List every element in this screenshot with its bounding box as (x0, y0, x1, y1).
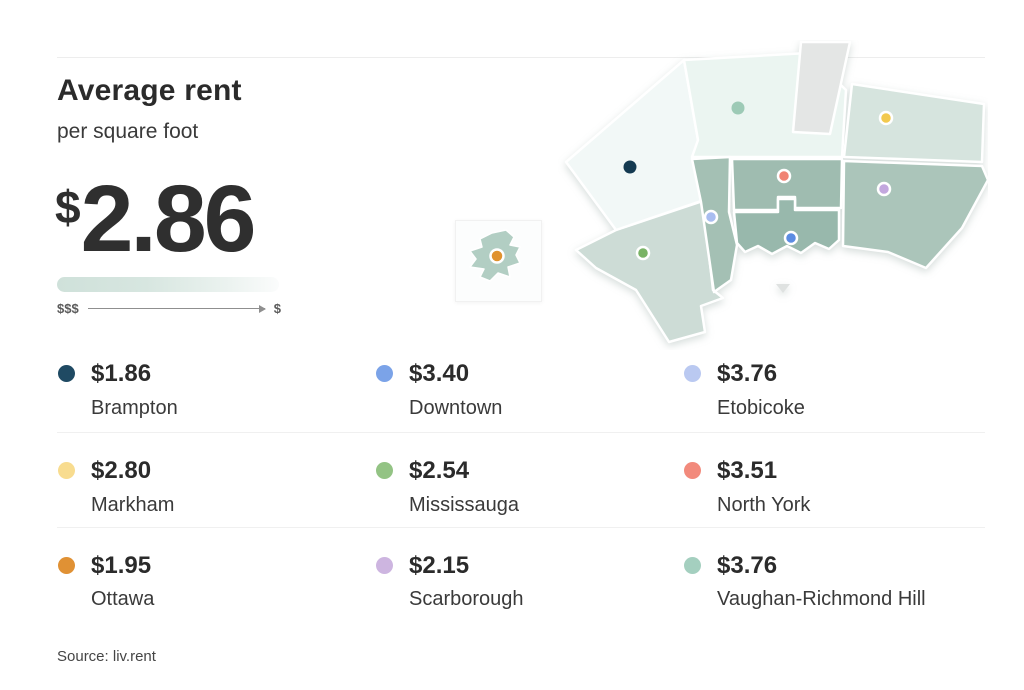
legend-city: North York (717, 493, 811, 516)
legend-item-etobicoke: $3.76 Etobicoke (683, 360, 985, 420)
ottawa-dot-icon (58, 556, 75, 574)
etobicoke-map-dot (703, 209, 719, 225)
legend-item-north-york: $3.51 North York (683, 457, 985, 517)
legend-row-2: $2.80 Markham $2.54 Mississauga $3.51 No… (57, 433, 985, 528)
legend-city: Downtown (409, 396, 503, 419)
toronto-islands-arrow-icon (776, 284, 790, 293)
etobicoke-dot-icon (684, 365, 701, 382)
north-york-dot-icon (684, 461, 701, 479)
gray-band-region (791, 40, 852, 136)
legend-city: Brampton (91, 396, 178, 419)
legend-item-vaughan-richmond-hill: $3.76 Vaughan-Richmond Hill (683, 552, 985, 612)
north-york-region (730, 157, 844, 212)
top-divider (57, 57, 985, 58)
ottawa-inset-map (455, 220, 542, 302)
legend-price: $2.80 (91, 456, 152, 484)
markham-dot-icon (58, 461, 75, 479)
mississauga-dot-icon (376, 461, 393, 479)
legend-row-1: $1.86 Brampton $3.40 Downtown $3.76 Etob… (57, 348, 985, 433)
vaughan-map-dot (731, 101, 745, 115)
ottawa-map-dot (489, 248, 505, 264)
legend-city: Markham (91, 493, 175, 516)
legend-price: $2.15 (409, 551, 470, 579)
price-scale: $$$ $ (57, 301, 281, 316)
legend-city: Vaughan-Richmond Hill (717, 588, 926, 611)
legend-price: $3.51 (717, 456, 778, 484)
brampton-map-dot (623, 160, 637, 174)
ottawa-region-shape (469, 229, 521, 282)
legend-item-scarborough: $2.15 Scarborough (375, 552, 683, 612)
scale-cheap-label: $ (273, 301, 281, 316)
mississauga-map-dot (635, 245, 651, 261)
legend-city: Etobicoke (717, 396, 805, 419)
legend-price: $3.40 (409, 360, 470, 387)
legend-item-brampton: $1.86 Brampton (57, 360, 375, 420)
legend-price: $3.76 (717, 360, 778, 387)
gta-map (564, 40, 988, 344)
scarborough-dot-icon (376, 556, 393, 574)
rent-legend: $1.86 Brampton $3.40 Downtown $3.76 Etob… (57, 348, 985, 621)
legend-city: Mississauga (409, 493, 520, 516)
etobicoke-region (690, 155, 739, 294)
north-york-map-dot (776, 168, 792, 184)
page-title: Average rent (57, 74, 242, 107)
legend-price: $1.95 (91, 551, 152, 579)
source-note: Source: liv.rent (57, 648, 156, 665)
markham-region (842, 82, 986, 164)
legend-price: $3.76 (717, 551, 778, 579)
scale-arrow-icon (87, 304, 266, 313)
scarborough-map-dot (876, 181, 892, 197)
legend-item-downtown: $3.40 Downtown (375, 360, 683, 420)
scarborough-region (841, 159, 988, 270)
legend-item-ottawa: $1.95 Ottawa (57, 552, 375, 612)
legend-city: Scarborough (409, 588, 524, 611)
page-subtitle: per square foot (57, 120, 199, 143)
downtown-map-dot (783, 230, 799, 246)
legend-city: Ottawa (91, 588, 155, 611)
brampton-dot-icon (58, 365, 75, 382)
downtown-dot-icon (376, 365, 393, 382)
mississauga-region (574, 199, 725, 344)
legend-item-mississauga: $2.54 Mississauga (375, 457, 683, 517)
scale-expensive-label: $$$ (57, 301, 79, 316)
price-gradient-bar (57, 277, 279, 292)
legend-price: $1.86 (91, 360, 152, 387)
markham-map-dot (878, 110, 894, 126)
legend-item-markham: $2.80 Markham (57, 457, 375, 517)
legend-price: $2.54 (409, 456, 470, 484)
average-rent-value: $ 2.86 (55, 166, 257, 272)
brampton-region (564, 58, 706, 232)
currency-symbol: $ (55, 181, 81, 233)
downtown-region (732, 197, 841, 256)
legend-row-3: $1.95 Ottawa $2.15 Scarborough $3.76 Vau… (57, 528, 985, 622)
average-rent-number: 2.86 (80, 166, 257, 272)
vaughan-dot-icon (684, 556, 701, 574)
